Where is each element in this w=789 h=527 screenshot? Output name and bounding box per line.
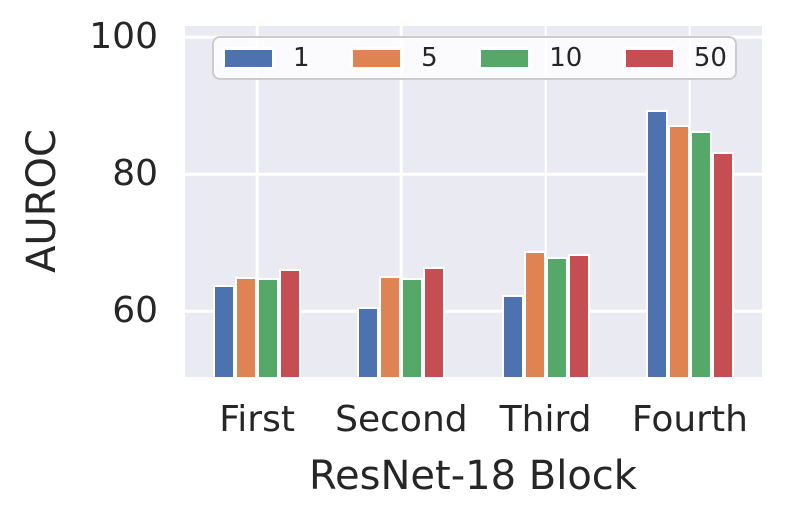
y-tick-label: 100 bbox=[89, 16, 158, 57]
bar-third-series-50 bbox=[567, 253, 590, 377]
bar-second-series-5 bbox=[379, 276, 402, 377]
legend-label: 10 bbox=[549, 43, 583, 73]
x-axis-label: ResNet-18 Block bbox=[309, 453, 637, 499]
gridline-vertical bbox=[544, 26, 547, 377]
plot-area bbox=[185, 26, 762, 377]
legend-label: 5 bbox=[421, 43, 438, 73]
bar-third-series-5 bbox=[523, 250, 546, 377]
gridline-vertical bbox=[400, 26, 403, 377]
legend-label: 50 bbox=[693, 43, 727, 73]
gridline-vertical bbox=[255, 26, 259, 377]
legend-swatch-icon bbox=[622, 46, 676, 70]
x-tick-label: Second bbox=[335, 399, 468, 440]
x-tick-label: Third bbox=[499, 399, 592, 440]
bar-first-series-1 bbox=[213, 285, 236, 377]
bar-first-series-50 bbox=[279, 268, 302, 377]
gridline-horizontal bbox=[185, 309, 762, 313]
legend-swatch-icon bbox=[222, 46, 275, 70]
bar-first-series-5 bbox=[235, 276, 258, 377]
bar-fourth-series-1 bbox=[645, 110, 668, 377]
y-tick-label: 60 bbox=[112, 290, 158, 332]
bar-third-series-1 bbox=[501, 294, 524, 377]
legend-label: 1 bbox=[293, 43, 310, 73]
bar-fourth-series-5 bbox=[667, 124, 690, 377]
bar-second-series-1 bbox=[357, 307, 380, 377]
bar-third-series-10 bbox=[545, 257, 568, 377]
bar-fourth-series-50 bbox=[711, 152, 734, 377]
bar-first-series-10 bbox=[257, 277, 280, 377]
x-tick-label: First bbox=[219, 399, 295, 440]
bar-second-series-10 bbox=[401, 277, 424, 377]
legend-item-50: 50 bbox=[622, 43, 727, 73]
y-tick-label: 80 bbox=[112, 153, 158, 195]
legend-item-5: 5 bbox=[350, 45, 438, 71]
gridline-horizontal bbox=[185, 172, 762, 176]
legend-item-1: 1 bbox=[222, 45, 310, 71]
legend-item-10: 10 bbox=[478, 45, 582, 71]
legend-swatch-icon bbox=[350, 46, 404, 70]
legend: 1 5 10 50 bbox=[212, 36, 737, 80]
y-axis-label: AUROC bbox=[19, 129, 65, 273]
x-tick-label: Fourth bbox=[631, 399, 748, 440]
bar-fourth-series-10 bbox=[689, 130, 712, 377]
legend-swatch-icon bbox=[478, 46, 532, 70]
bar-second-series-50 bbox=[423, 267, 446, 377]
